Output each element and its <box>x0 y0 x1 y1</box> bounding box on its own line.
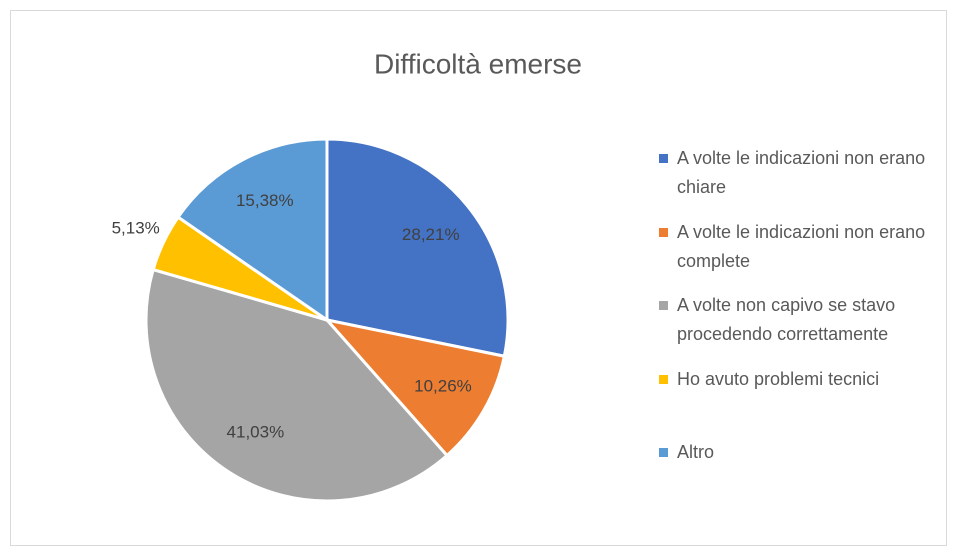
legend-swatch <box>659 154 668 163</box>
pie-slice <box>322 317 507 458</box>
data-label: 10,26% <box>414 376 472 395</box>
legend-entry: Altro <box>657 438 947 467</box>
data-label: 5,13% <box>112 219 160 238</box>
legend-label: Altro <box>677 442 715 462</box>
data-label: 15,38% <box>236 191 294 210</box>
legend-swatch <box>659 301 668 310</box>
legend-entry: A volte le indicazioni non erano complet… <box>657 218 947 276</box>
pie-slice <box>175 137 329 323</box>
legend-entry: A volte non capivo se stavo procedendo c… <box>657 291 947 349</box>
legend-entry: A volte le indicazioni non erano chiare <box>657 144 947 202</box>
data-label: 28,21% <box>402 225 460 244</box>
legend-label: Ho avuto problemi tecnici <box>677 368 880 389</box>
legend-entry: Ho avuto problemi tecnici <box>657 365 947 394</box>
pie-slice <box>144 267 450 503</box>
legend-label: A volte non capivo se stavo procedendo c… <box>677 295 896 344</box>
chart-title: Difficoltà emerse <box>374 48 582 79</box>
legend-swatch <box>659 227 668 237</box>
data-label: 41,03% <box>227 423 285 442</box>
legend-label: A volte le indicazioni non erano chiare <box>677 148 926 197</box>
pie-slice <box>325 137 510 358</box>
legend-label: A volte le indicazioni non erano complet… <box>677 221 926 271</box>
legend-swatch <box>659 448 668 457</box>
legend-swatch <box>659 374 668 384</box>
